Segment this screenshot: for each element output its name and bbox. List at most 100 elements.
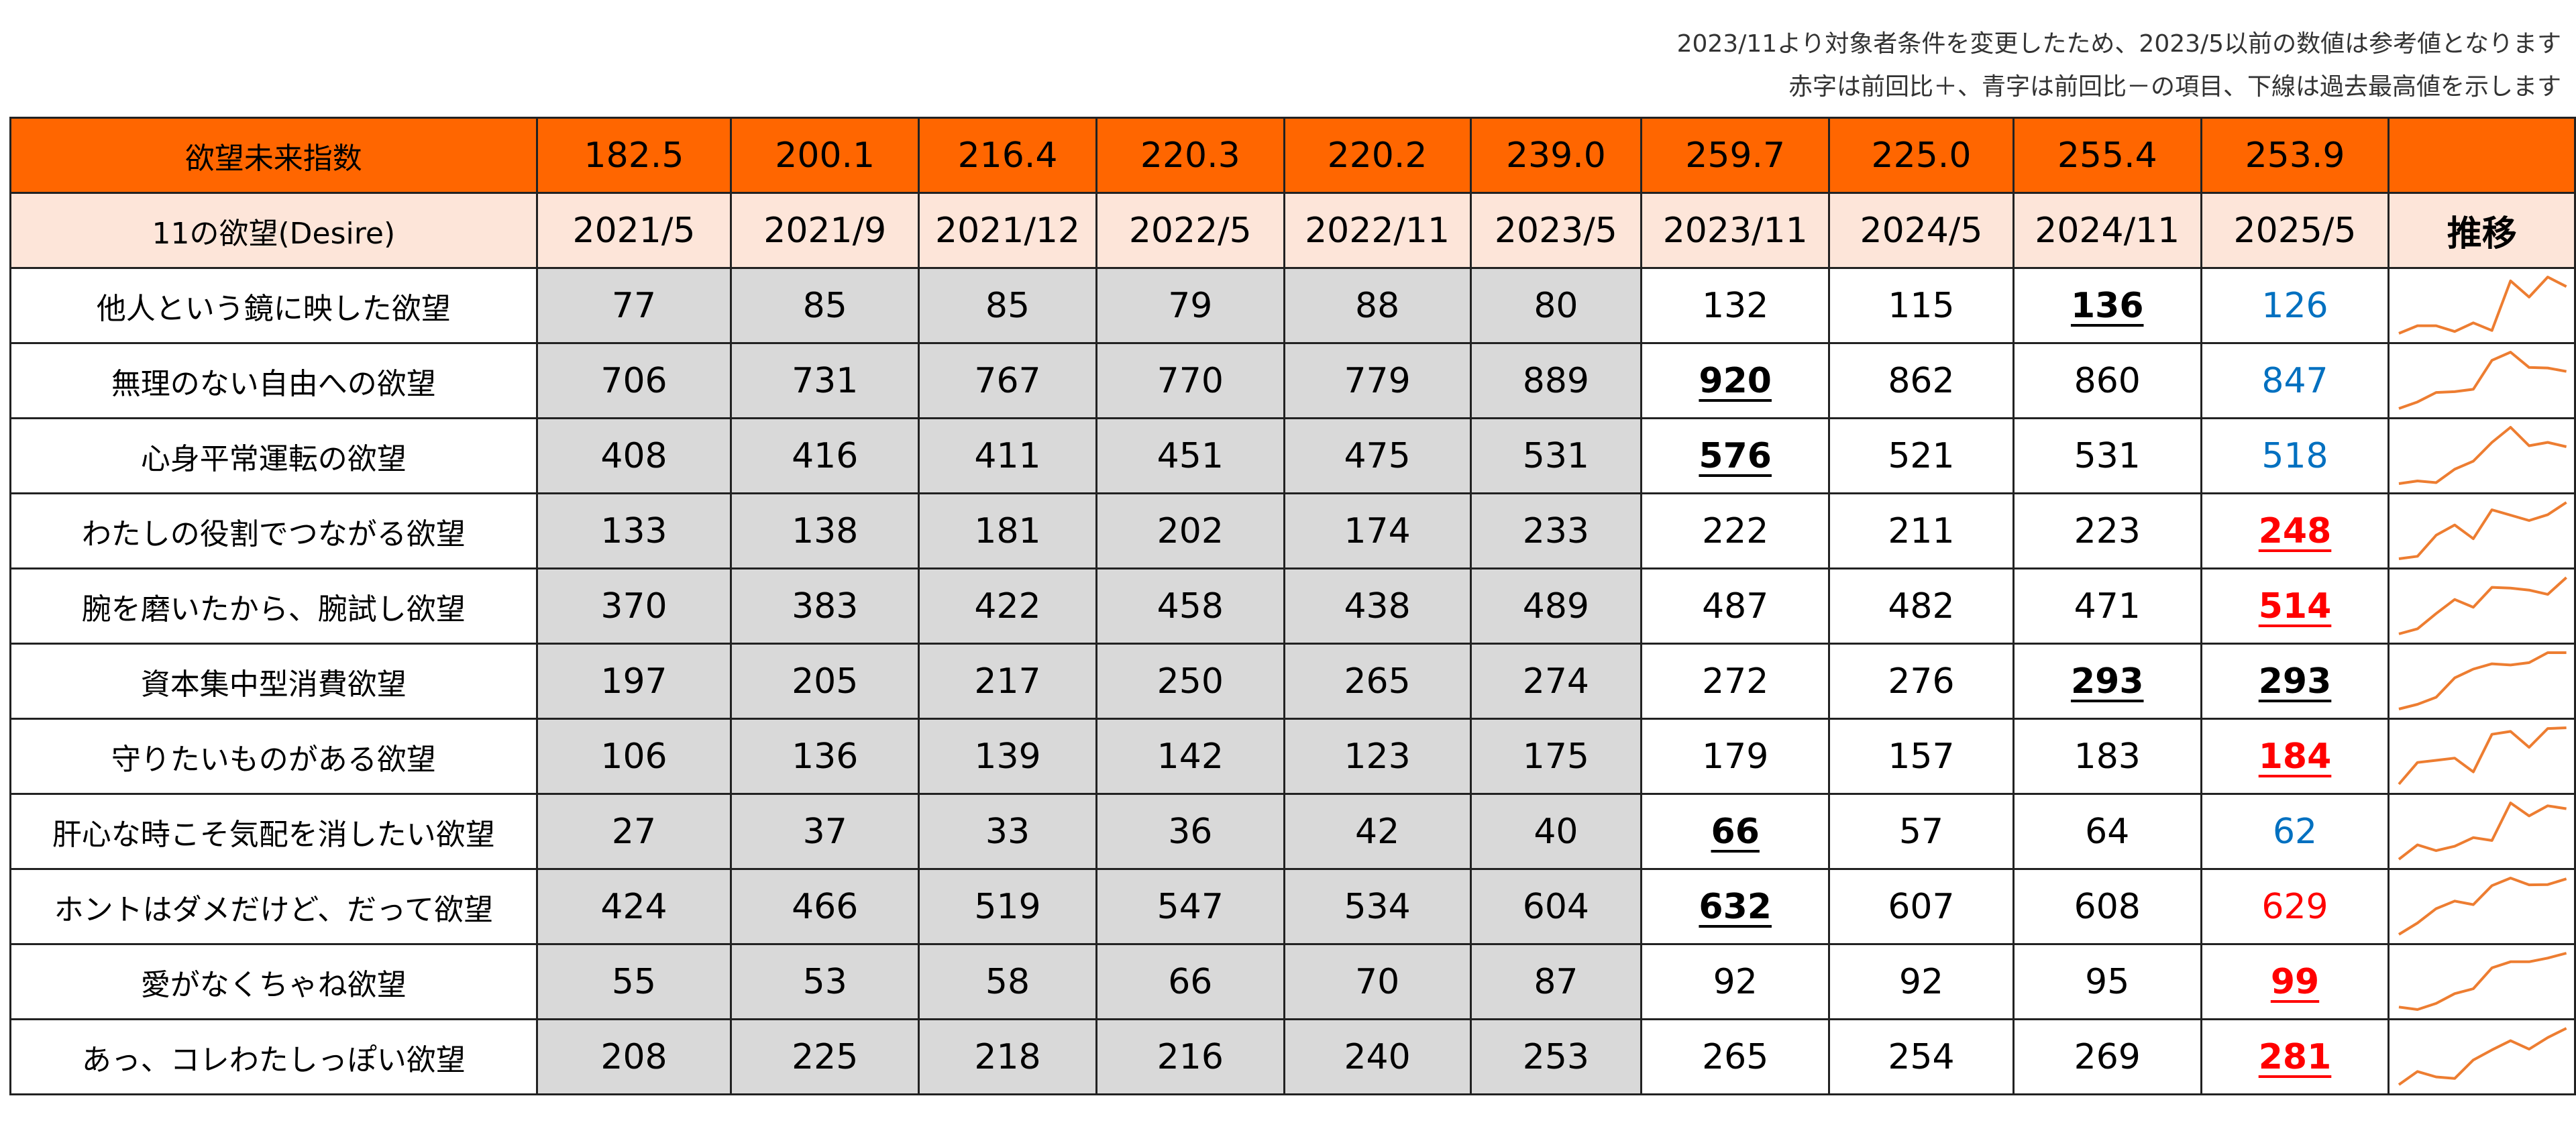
value-cell: 521 (1828, 417, 2015, 494)
value-cell: 58 (918, 943, 1097, 1020)
trend-cell (2387, 342, 2576, 419)
value-cell: 99 (2200, 943, 2390, 1020)
value-cell: 123 (1283, 718, 1472, 795)
desire-label: 無理のない自由への欲望 (9, 342, 538, 419)
trend-sparkline (2399, 952, 2567, 1011)
value-cell: 531 (1469, 417, 1643, 494)
value-cell: 79 (1095, 267, 1285, 344)
value-cell: 218 (918, 1018, 1097, 1095)
value-cell: 184 (2200, 718, 2390, 795)
value-cell: 66 (1640, 793, 1831, 870)
value-cell: 847 (2200, 342, 2390, 419)
index-value: 253.9 (2200, 117, 2390, 194)
index-value: 220.2 (1283, 117, 1472, 194)
value-cell: 383 (730, 567, 920, 645)
trend-cell (2387, 643, 2576, 720)
value-cell: 205 (730, 643, 920, 720)
value-cell: 240 (1283, 1018, 1472, 1095)
value-cell: 466 (730, 868, 920, 945)
trend-line (2398, 1027, 2567, 1086)
value-cell: 87 (1469, 943, 1643, 1020)
value-cell: 62 (2200, 793, 2390, 870)
value-cell: 174 (1283, 492, 1472, 569)
trend-cell (2387, 567, 2576, 645)
table-row: 他人という鏡に映した欲望 77 85 85 79 88 80 132 115 136 126 (9, 267, 2576, 344)
value-cell: 265 (1283, 643, 1472, 720)
trend-sparkline (2398, 877, 2567, 936)
value-cell: 731 (730, 342, 920, 419)
value-cell: 531 (2012, 417, 2202, 494)
value-cell: 136 (730, 718, 920, 795)
value-cell: 860 (2012, 342, 2202, 419)
desire-label: 腕を磨いたから、腕試し欲望 (9, 567, 538, 645)
value-cell: 779 (1283, 342, 1472, 419)
value-cell: 40 (1469, 793, 1643, 870)
table-row: 肝心な時こそ気配を消したい欲望 27 37 33 36 42 40 66 57 64 62 (9, 793, 2576, 870)
value-cell: 253 (1469, 1018, 1643, 1095)
index-value: 182.5 (535, 117, 733, 194)
desire-table: 欲望未来指数 182.5 200.1 216.4 220.3 220.2 239.0 259.… (9, 117, 2576, 1095)
desire-label: 肝心な時こそ気配を消したい欲望 (9, 793, 538, 870)
value-cell: 217 (918, 643, 1097, 720)
value-cell: 518 (2200, 417, 2390, 494)
value-cell: 408 (535, 417, 733, 494)
value-cell: 92 (1640, 943, 1831, 1020)
value-cell: 254 (1828, 1018, 2015, 1095)
value-cell: 608 (2012, 868, 2202, 945)
index-row: 欲望未来指数 182.5 200.1 216.4 220.3 220.2 239.0 259.… (9, 117, 2576, 194)
table-row: わたしの役割でつながる欲望 133 138 181 202 174 233 222 211 223… (9, 492, 2576, 569)
trend-sparkline (2399, 426, 2567, 485)
value-cell: 157 (1828, 718, 2015, 795)
trend-sparkline (2398, 351, 2567, 410)
period-header: 2025/5 (2200, 192, 2390, 269)
index-value: 225.0 (1828, 117, 2015, 194)
value-cell: 514 (2200, 567, 2390, 645)
value-cell: 55 (535, 943, 733, 1020)
value-cell: 211 (1828, 492, 2015, 569)
value-cell: 411 (918, 417, 1097, 494)
trend-line (2398, 877, 2567, 936)
value-cell: 179 (1640, 718, 1831, 795)
trend-cell (2387, 868, 2576, 945)
desire-label: 愛がなくちゃね欲望 (9, 943, 538, 1020)
value-cell: 183 (2012, 718, 2202, 795)
index-value: 216.4 (918, 117, 1097, 194)
value-cell: 274 (1469, 643, 1643, 720)
value-cell: 920 (1640, 342, 1831, 419)
value-cell: 471 (2012, 567, 2202, 645)
value-cell: 36 (1095, 793, 1285, 870)
value-cell: 458 (1095, 567, 1285, 645)
value-cell: 424 (535, 868, 733, 945)
value-cell: 85 (918, 267, 1097, 344)
value-cell: 370 (535, 567, 733, 645)
index-value: 239.0 (1469, 117, 1643, 194)
value-cell: 416 (730, 417, 920, 494)
value-cell: 607 (1828, 868, 2015, 945)
notes: 2023/11より対象者条件を変更したため、2023/5以前の数値は参考値となり… (1677, 23, 2561, 109)
value-cell: 53 (730, 943, 920, 1020)
value-cell: 233 (1469, 492, 1643, 569)
value-cell: 92 (1828, 943, 2015, 1020)
index-value: 200.1 (730, 117, 920, 194)
trend-sparkline (2398, 802, 2567, 861)
value-cell: 272 (1640, 643, 1831, 720)
trend-cell (2387, 492, 2576, 569)
period-header: 2021/5 (535, 192, 733, 269)
desire-label: 守りたいものがある欲望 (9, 718, 538, 795)
value-cell: 862 (1828, 342, 2015, 419)
trend-line (2398, 276, 2567, 335)
value-cell: 42 (1283, 793, 1472, 870)
period-header: 2022/11 (1283, 192, 1472, 269)
period-header: 2022/5 (1095, 192, 1285, 269)
index-value: 259.7 (1640, 117, 1831, 194)
trend-sparkline (2399, 501, 2568, 560)
value-cell: 276 (1828, 643, 2015, 720)
value-cell: 767 (918, 342, 1097, 419)
value-cell: 487 (1640, 567, 1831, 645)
value-cell: 64 (2012, 793, 2202, 870)
value-cell: 482 (1828, 567, 2015, 645)
value-cell: 216 (1095, 1018, 1285, 1095)
desire-label: 他人という鏡に映した欲望 (9, 267, 538, 344)
desire-header: 11の欲望(Desire) (9, 192, 538, 269)
value-cell: 33 (918, 793, 1097, 870)
